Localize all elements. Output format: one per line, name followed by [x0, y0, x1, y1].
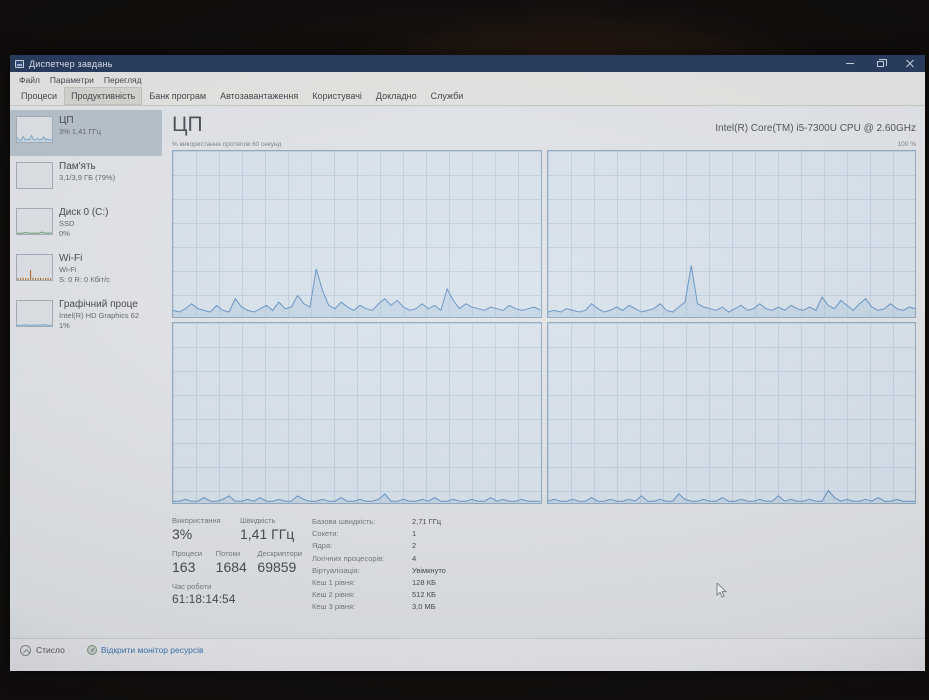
sidebar-disk-usage: 0%: [59, 229, 70, 239]
mouse-cursor: [716, 583, 727, 598]
l3-cache-label: Кеш 3 рівня:: [312, 602, 356, 612]
cpu-core-graph-4: [546, 322, 916, 505]
tab-startup[interactable]: Автозавантаження: [220, 91, 299, 101]
sidebar-cpu-stats: 3% 1,41 ГГц: [59, 127, 102, 136]
open-resource-monitor-link[interactable]: Відкрити монітор ресурсів: [86, 645, 204, 655]
minimize-button[interactable]: [835, 55, 865, 72]
performance-body: ЦП 3% 1,41 ГГц Пам'ять 3,1/3,9 ГБ (79%) …: [10, 106, 925, 638]
threads-value: 1684: [215, 559, 247, 576]
tab-performance[interactable]: Продуктивність: [64, 87, 143, 105]
l3-cache-value: 3,0 МБ: [412, 602, 436, 612]
graph-max-label: 100 %: [897, 141, 916, 149]
logical-processors-label: Логічних процесорів:: [312, 553, 385, 563]
cpu-core-graph-1: [172, 150, 542, 319]
sidebar-gpu-usage: 1%: [59, 321, 70, 331]
close-button[interactable]: [895, 55, 925, 72]
cpu-model-label: Intel(R) Core(TM) i5-7300U CPU @ 2.60GHz: [715, 123, 916, 135]
cpu-performance-panel: ЦП Intel(R) Core(TM) i5-7300U CPU @ 2.60…: [162, 106, 925, 638]
sidebar-memory-title: Пам'ять: [59, 161, 96, 172]
sidebar-wifi-title: Wi-Fi: [59, 253, 83, 264]
l1-cache-label: Кеш 1 рівня:: [312, 577, 356, 587]
laptop-screen: Диспетчер завдань Файл Параметри Перегля…: [10, 55, 925, 671]
fewer-details-button[interactable]: Стисло: [36, 645, 65, 655]
status-bar: Стисло Відкрити монітор ресурсів: [10, 638, 925, 671]
cores-value: 2: [412, 541, 417, 551]
logical-processors-value: 4: [412, 553, 417, 563]
graph-axis-label: % використання протягом 60 секунд: [172, 141, 282, 149]
usage-value: 3%: [172, 526, 193, 543]
base-speed-label: Базова швидкість:: [312, 517, 376, 527]
speed-value: 1,41 ГГц: [240, 526, 295, 543]
uptime-value: 61:18:14:54: [172, 592, 236, 607]
usage-label: Використання: [172, 516, 221, 526]
cores-label: Ядра:: [312, 541, 333, 551]
gpu-minigraph-icon: [16, 300, 53, 327]
cpu-stats: Використання 3% Швидкість 1,41 ГГц Проце…: [172, 516, 916, 615]
sidebar-wifi-throughput: S: 0 R: 0 Кбіт/с: [59, 275, 110, 285]
processes-label: Процеси: [172, 549, 203, 559]
sidebar-item-cpu[interactable]: ЦП 3% 1,41 ГГц: [10, 110, 162, 156]
tab-bar: Процеси Продуктивність Банк програм Авто…: [10, 87, 925, 106]
speed-label: Швидкість: [240, 516, 276, 526]
threads-label: Потоки: [215, 549, 241, 559]
sidebar-item-gpu[interactable]: Графічний проце Intel(R) HD Graphics 62 …: [10, 294, 162, 340]
sidebar-item-wifi[interactable]: Wi-Fi Wi-Fi S: 0 R: 0 Кбіт/с: [10, 248, 162, 294]
disk-minigraph-icon: [16, 208, 53, 235]
sidebar-wifi-name: Wi-Fi: [59, 265, 77, 274]
resource-monitor-icon: [86, 645, 97, 655]
uptime-label: Час роботи: [172, 582, 212, 592]
performance-sidebar: ЦП 3% 1,41 ГГц Пам'ять 3,1/3,9 ГБ (79%) …: [10, 106, 162, 638]
wifi-minigraph-icon: [16, 254, 53, 281]
menu-item-options[interactable]: Параметри: [49, 74, 94, 85]
tab-processes[interactable]: Процеси: [21, 91, 58, 101]
cpu-core-graph-3: [172, 322, 542, 505]
sidebar-cpu-title: ЦП: [59, 115, 74, 126]
tab-services[interactable]: Служби: [430, 91, 464, 101]
sidebar-gpu-name: Intel(R) HD Graphics 62: [59, 311, 140, 320]
cpu-core-graphs: [172, 150, 916, 505]
handles-value: 69859: [257, 559, 297, 576]
menu-item-view[interactable]: Перегляд: [103, 74, 142, 85]
tab-users[interactable]: Користувачі: [312, 91, 362, 101]
task-manager-app-icon: [15, 59, 24, 68]
menu-bar: Файл Параметри Перегляд: [10, 72, 925, 87]
sidebar-disk-type: SSD: [59, 219, 75, 228]
sockets-value: 1: [412, 529, 417, 539]
sidebar-memory-stats: 3,1/3,9 ГБ (79%): [59, 173, 116, 182]
window-titlebar: Диспетчер завдань: [10, 55, 925, 72]
l1-cache-value: 128 КБ: [412, 577, 436, 587]
collapse-chevron-icon[interactable]: [20, 645, 31, 656]
restore-button[interactable]: [865, 55, 895, 72]
minimize-icon: [846, 63, 854, 64]
memory-minigraph-icon: [16, 162, 53, 189]
sockets-label: Сокети:: [312, 529, 339, 539]
menu-item-file[interactable]: Файл: [19, 74, 40, 85]
sidebar-item-disk[interactable]: Диск 0 (C:) SSD 0%: [10, 202, 162, 248]
base-speed-value: 2,71 ГГц: [412, 517, 442, 527]
page-title: ЦП: [172, 113, 203, 136]
cpu-minigraph-icon: [16, 116, 53, 143]
handles-label: Дескриптори: [257, 549, 302, 559]
virtualization-value: Увімкнуто: [412, 565, 446, 575]
restore-icon: [876, 58, 887, 67]
cpu-core-graph-2: [546, 150, 916, 319]
l2-cache-value: 512 КБ: [412, 590, 436, 600]
processes-value: 163: [172, 559, 196, 576]
tab-app-history[interactable]: Банк програм: [149, 91, 207, 101]
l2-cache-label: Кеш 2 рівня:: [312, 590, 356, 600]
sidebar-gpu-title: Графічний проце: [59, 299, 138, 310]
sidebar-item-memory[interactable]: Пам'ять 3,1/3,9 ГБ (79%): [10, 156, 162, 202]
sidebar-disk-title: Диск 0 (C:): [59, 207, 109, 218]
window-controls: [835, 55, 925, 72]
virtualization-label: Віртуалізація:: [312, 565, 360, 575]
tab-details[interactable]: Докладно: [375, 91, 417, 101]
window-title: Диспетчер завдань: [29, 58, 113, 69]
